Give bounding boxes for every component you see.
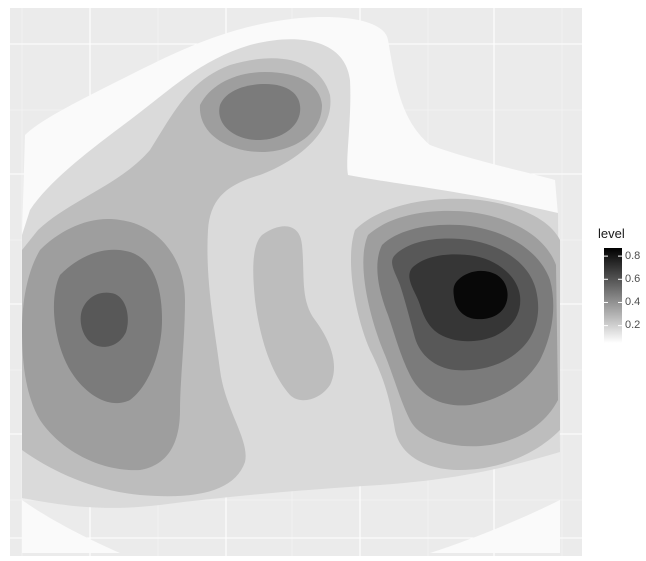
- legend-tick-label: 0.4: [625, 295, 641, 308]
- legend: level 0.8 0.6 0.4 0.2: [596, 226, 642, 346]
- legend-tick-marks: [604, 255, 622, 327]
- legend-colorbar: [604, 248, 622, 343]
- legend-tick-label: 0.2: [625, 319, 641, 332]
- legend-title: level: [598, 226, 625, 241]
- contour-bands: [22, 16, 560, 553]
- legend-tick-label: 0.8: [625, 249, 641, 262]
- legend-tick-label: 0.6: [625, 272, 641, 285]
- contour-band-0-1-bottom: [22, 500, 120, 553]
- contour-band-0-5-top: [219, 84, 301, 140]
- contour-band-0-8: [453, 270, 508, 320]
- contour-band-0-6: [80, 292, 128, 347]
- contour-band-0-1-bottom-right: [430, 500, 560, 553]
- legend-gradient-bar: [604, 248, 622, 343]
- contour-band-0-3-mid: [253, 226, 335, 401]
